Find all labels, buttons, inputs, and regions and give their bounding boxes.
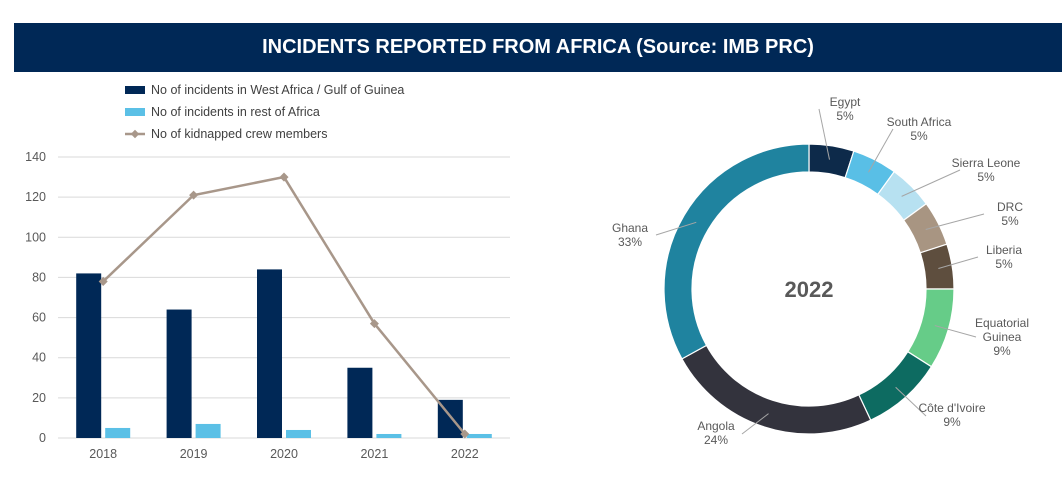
donut-label-name: DRC: [997, 200, 1023, 214]
donut-slice-angola: [681, 344, 872, 435]
bar-rest-of-africa: [286, 429, 311, 438]
y-tick-label: 80: [32, 270, 46, 284]
donut-leader-line: [818, 108, 830, 160]
donut-label-name: Côte d'Ivoire: [919, 401, 986, 415]
donut-label-percent: 5%: [910, 129, 928, 143]
y-tick-label: 40: [32, 351, 46, 365]
donut-label-percent: 5%: [836, 109, 854, 123]
donut-label-name: Guinea: [983, 330, 1022, 344]
legend-label: No of incidents in West Africa / Gulf of…: [151, 83, 404, 97]
donut-slice-sierra-leone: [876, 170, 928, 222]
y-tick-label: 140: [25, 150, 46, 164]
x-tick-label: 2019: [180, 447, 208, 461]
donut-slice-drc: [902, 202, 948, 254]
donut-leader-line: [938, 256, 979, 269]
donut-slice-equatorial-guinea: [906, 288, 955, 368]
legend-label: No of kidnapped crew members: [151, 127, 327, 141]
donut-center-label: 2022: [785, 277, 834, 302]
donut-slice-liberia: [919, 243, 955, 290]
donut-label-name: Liberia: [986, 243, 1022, 257]
bar-rest-of-africa: [195, 423, 221, 438]
donut-label-name: Sierra Leone: [952, 156, 1021, 170]
donut-label-percent: 9%: [993, 344, 1011, 358]
donut-label-percent: 5%: [977, 170, 995, 184]
y-tick-label: 60: [32, 311, 46, 325]
bar-west-africa: [76, 273, 102, 438]
donut-label-percent: 24%: [704, 433, 728, 447]
donut-label-name: Egypt: [830, 95, 861, 109]
donut-slice-c-te-d-ivoire: [858, 350, 933, 421]
donut-label-percent: 5%: [995, 257, 1013, 271]
legend-label: No of incidents in rest of Africa: [151, 105, 320, 119]
donut-label-percent: 9%: [943, 415, 961, 429]
donut-slice-ghana: [663, 143, 810, 360]
bar-west-africa: [347, 367, 373, 438]
donut-leader-line: [741, 413, 769, 435]
legend-swatch: [125, 108, 145, 116]
donut-slice-egypt: [808, 143, 855, 179]
donut-slice-south-africa: [844, 150, 896, 196]
x-tick-label: 2020: [270, 447, 298, 461]
donut-label-percent: 5%: [1001, 214, 1019, 228]
bar-line-chart: 0 20 40 60 80 100 120 140 2018 2019 2020 2021 2022 No…: [25, 83, 510, 461]
donut-label-name: Ghana: [612, 221, 648, 235]
bar-west-africa: [166, 309, 192, 438]
y-tick-label: 20: [32, 391, 46, 405]
donut-leader-line: [655, 221, 697, 236]
x-tick-label: 2022: [451, 447, 479, 461]
donut-label-name: South Africa: [887, 115, 952, 129]
bar-rest-of-africa: [376, 433, 402, 438]
bar-rest-of-africa: [105, 427, 131, 438]
chart-title-banner: INCIDENTS REPORTED FROM AFRICA (Source: …: [14, 23, 1062, 72]
donut-leader-line: [868, 128, 894, 173]
chart-title: INCIDENTS REPORTED FROM AFRICA (Source: …: [262, 36, 814, 58]
donut-leader-line: [901, 169, 961, 197]
y-tick-label: 120: [25, 190, 46, 204]
donut-label-percent: 33%: [618, 235, 642, 249]
x-tick-label: 2018: [89, 447, 117, 461]
bar-west-africa: [257, 269, 282, 438]
legend-swatch: [125, 86, 145, 94]
donut-leader-line: [934, 325, 977, 338]
legend-marker: [130, 129, 140, 139]
y-tick-label: 100: [25, 230, 46, 244]
donut-leader-line: [895, 386, 927, 417]
donut-label-name: Equatorial: [975, 316, 1029, 330]
line-kidnapped-crew: [102, 175, 466, 435]
x-tick-label: 2021: [360, 447, 388, 461]
donut-leader-line: [925, 213, 985, 231]
bar-rest-of-africa: [466, 433, 492, 438]
y-tick-label: 0: [39, 431, 46, 445]
donut-label-name: Angola: [697, 419, 735, 433]
